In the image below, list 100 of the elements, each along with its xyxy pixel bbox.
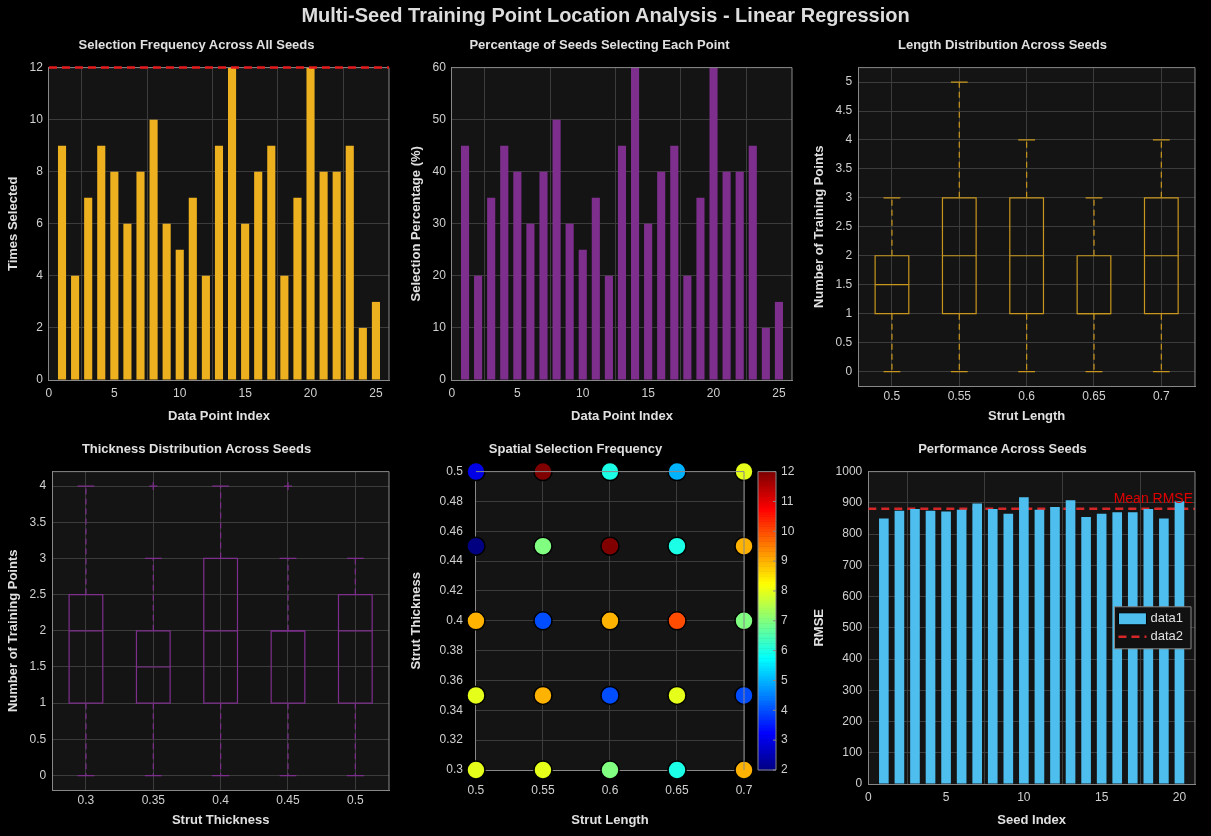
y-tick-label: 5 [845,74,853,89]
point [466,760,486,780]
bar [657,171,666,380]
bar [539,171,548,380]
y-tick-label: 0.44 [439,553,464,568]
point [667,536,687,556]
x-tick-label: 10 [1017,789,1031,804]
y-tick-label: 3 [845,190,853,205]
bar [136,171,145,380]
bar [617,145,627,380]
bar [84,197,93,380]
bar [57,145,67,380]
x-tick-label: 0.4 [212,792,230,807]
point [667,760,687,780]
bar [1065,500,1076,784]
y-tick-label: 1.5 [835,277,853,291]
point [533,611,553,631]
bar [631,67,640,380]
x-tick-label: 15 [1094,789,1109,804]
y-tick-label: 20 [432,268,447,283]
point [466,461,486,482]
bar [972,503,983,784]
bar [1050,506,1060,784]
y-tick-label: 0.32 [439,732,464,747]
y-tick-label: 0.42 [439,583,464,598]
bar [894,510,905,784]
color-bar-label: 5 [781,672,788,687]
bar [709,67,718,380]
bar [526,223,535,380]
x-axis-title: Strut Thickness [171,811,270,827]
bar [910,509,920,784]
y-tick-label: 200 [842,713,863,728]
bar [513,171,522,380]
y-tick-label: 1.5 [29,659,47,674]
color-bar-label: 9 [781,553,788,568]
x-tick-label: 0.45 [276,792,300,807]
y-tick-label: 12 [29,59,44,74]
bar [293,197,302,380]
chart-title: Thickness Distribution Across Seeds [81,441,312,457]
bar [71,275,80,380]
bar [345,145,354,380]
y-tick-label: 2.5 [29,586,47,601]
bar [879,518,889,784]
y-tick-label: 900 [842,495,863,510]
bar [644,223,653,380]
x-tick-label: 25 [369,385,383,400]
y-tick-label: 0.36 [439,672,464,687]
y-tick-label: 500 [842,620,863,635]
bar [474,275,483,380]
chart-title: Percentage of Seeds Selecting Each Point [469,37,731,53]
x-axis-title: Data Point Index [168,407,271,423]
y-tick-label: 3 [39,550,47,565]
y-tick-label: 4 [845,132,853,147]
y-tick-label: 1 [39,695,47,710]
x-tick-label: 0.65 [1082,388,1106,403]
bar [552,119,561,380]
x-tick-label: 0.55 [531,782,555,797]
bar [500,145,509,380]
bar [1081,516,1091,784]
bar [214,145,224,380]
point [667,611,687,631]
y-axis-title: Selection Percentage (%) [408,146,424,302]
color-bar-label: 2 [781,762,788,777]
x-tick-label: 20 [706,385,721,400]
x-tick-label: 0.3 [77,792,95,807]
x-axis-title: Strut Length [571,811,649,827]
y-tick-label: 30 [432,216,447,231]
y-axis-title: Number of Training Points [5,549,21,713]
bar [254,171,263,380]
color-bar-label: 12 [781,463,795,478]
y-tick-label: 60 [432,59,447,74]
legend-label: data2 [1150,628,1184,644]
y-tick-label: 600 [842,588,863,603]
bar [591,197,600,380]
y-tick-label: 40 [432,164,447,179]
bar [604,275,613,380]
x-axis-title: Seed Index [997,811,1067,827]
x-tick-label: 5 [514,385,521,400]
bar [332,171,341,380]
chart-title: Performance Across Seeds [918,441,1087,457]
x-tick-label: 0.35 [141,792,166,807]
bar [683,275,692,380]
y-tick-label: 1000 [835,463,863,478]
y-tick-label: 2 [39,623,47,638]
x-tick-label: 0.6 [1018,388,1036,403]
y-tick-label: 0.38 [439,642,464,657]
x-tick-label: 10 [173,385,187,400]
bar [1019,497,1029,784]
x-tick-label: 20 [1172,789,1187,804]
x-tick-label: 5 [111,385,118,400]
text: Multi-Seed Training Point Location Analysis - Linear Regression [300,3,911,28]
x-tick-label: 5 [942,789,950,804]
legend-label: data1 [1150,610,1184,626]
color-bar-label: 3 [781,732,788,747]
color-bar-label: 7 [781,613,788,628]
bar [925,510,936,784]
chart-title: Selection Frequency Across All Seeds [78,37,315,53]
color-bar-label: 11 [781,493,794,508]
y-tick-label: 0 [39,767,47,782]
bar [358,327,367,380]
